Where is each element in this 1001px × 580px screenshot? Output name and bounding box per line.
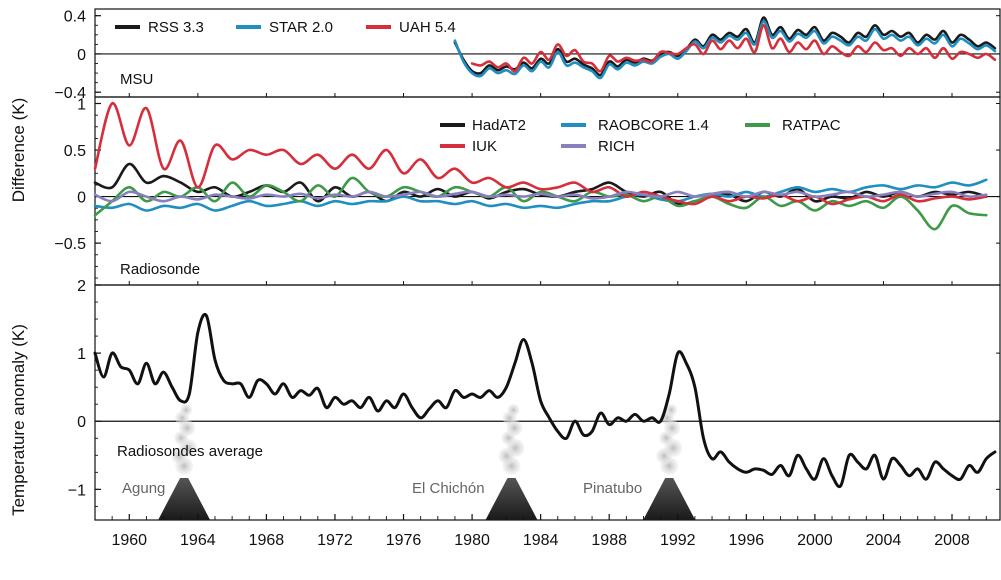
legend-radiosonde: HadAT2 RAOBCORE 1.4 RATPAC IUK RICH	[440, 117, 841, 155]
panel-average-frame	[94, 284, 1001, 521]
legend-item-rich: RICH	[561, 138, 635, 155]
x-tick-label: 1992	[660, 532, 696, 549]
x-axis: 1960 1964 1968 1972 1976 1980 1984 1988 1992 1996…	[94, 93, 987, 549]
x-tick-label: 1960	[111, 532, 147, 549]
x-tick-label: 2004	[866, 532, 902, 549]
volcano-cone	[485, 478, 538, 520]
volcano-agung-graphic	[158, 404, 211, 520]
x-tick-label: 1996	[729, 532, 765, 549]
panel-radiosonde-series	[93, 102, 988, 231]
legend-label-raobcore: RAOBCORE 1.4	[598, 117, 709, 134]
volcano-plume	[665, 404, 678, 416]
y-tick-label: 0.5	[64, 143, 86, 160]
panel-msu-y-axis: −0.4 0 0.4	[54, 9, 1000, 102]
panel-msu-title: MSU	[120, 71, 153, 88]
legend-item-raobcore: RAOBCORE 1.4	[561, 117, 709, 134]
legend-label-ratpac: RATPAC	[782, 117, 841, 134]
y-label-anomaly: Temperature anomaly (K)	[9, 324, 28, 516]
y-tick-label: 1	[77, 97, 86, 114]
volcano-plume	[180, 404, 193, 416]
panel-msu-frame	[94, 8, 1001, 98]
volcano-label-el-chichon: El Chichón	[412, 480, 485, 497]
panel-radiosonde-title: Radiosonde	[120, 261, 200, 278]
volcano-el-chich-n-graphic	[485, 404, 538, 520]
panel-average-series	[93, 313, 997, 489]
y-tick-label: −0.4	[54, 85, 86, 102]
legend-label-star: STAR 2.0	[269, 19, 333, 36]
legend-item-ratpac: RATPAC	[745, 117, 841, 134]
x-tick-label: 2000	[797, 532, 833, 549]
x-tick-label: 1972	[317, 532, 353, 549]
panel-average: −1 0 1 2 Radiosondes average Agung El Chich…	[68, 278, 1001, 521]
x-tick-label: 2008	[934, 532, 970, 549]
volcano-label-pinatubo: Pinatubo	[583, 480, 642, 497]
series-star-2-0	[453, 20, 997, 80]
legend-item-iuk: IUK	[440, 138, 497, 155]
y-tick-label: −1	[68, 482, 86, 499]
volcano-cone	[158, 478, 211, 520]
panel-msu-series	[453, 16, 997, 80]
legend-item-rss: RSS 3.3	[115, 19, 204, 36]
x-tick-label: 1968	[249, 532, 285, 549]
panel-average-title: Radiosondes average	[117, 443, 263, 460]
volcano-cone	[643, 478, 696, 520]
x-tick-label: 1980	[454, 532, 490, 549]
volcano-label-agung: Agung	[122, 480, 165, 497]
panel-msu: −0.4 0 0.4 MSU RSS 3.3 STAR 2.0 UAH 5.4	[54, 8, 1001, 102]
series-raobcore-1-4	[93, 178, 988, 212]
legend-label-rich: RICH	[598, 138, 635, 155]
legend-label-hadat2: HadAT2	[472, 117, 526, 134]
y-tick-label: 1	[77, 346, 86, 363]
legend-msu: RSS 3.3 STAR 2.0 UAH 5.4	[115, 19, 456, 36]
panel-radiosonde-y-axis: −0.5 0 0.5 1	[54, 97, 1000, 279]
y-tick-label: 0	[77, 414, 86, 431]
x-tick-label: 1976	[386, 532, 422, 549]
series-iuk	[93, 102, 988, 206]
y-tick-label: 0	[77, 47, 86, 64]
volcano-pinatubo-graphic	[643, 404, 696, 520]
legend-item-star: STAR 2.0	[236, 19, 333, 36]
legend-item-hadat2: HadAT2	[440, 117, 526, 134]
legend-label-uah: UAH 5.4	[399, 19, 456, 36]
legend-label-rss: RSS 3.3	[148, 19, 204, 36]
panel-radiosonde: −0.5 0 0.5 1 Radiosonde HadAT2 RAOBCORE 1.4…	[54, 96, 1001, 286]
y-tick-label: 2	[77, 278, 86, 295]
series-radiosondes-average	[93, 313, 997, 489]
y-label-difference: Difference (K)	[9, 98, 28, 203]
y-tick-label: −0.5	[54, 236, 86, 253]
series-rich	[93, 190, 988, 203]
legend-label-iuk: IUK	[472, 138, 497, 155]
series-ratpac	[93, 176, 988, 231]
volcano-plume	[507, 404, 520, 416]
panel-average-y-axis: −1 0 1 2	[68, 278, 1000, 507]
volcano-illustrations	[158, 404, 696, 520]
legend-item-uah: UAH 5.4	[366, 19, 456, 36]
series-uah-5-4	[470, 23, 997, 73]
y-tick-label: 0	[77, 190, 86, 207]
x-tick-label: 1988	[591, 532, 627, 549]
x-tick-label: 1964	[180, 532, 216, 549]
y-tick-label: 0.4	[64, 9, 86, 26]
series-rss-3-3	[453, 16, 997, 77]
x-tick-label: 1984	[523, 532, 559, 549]
